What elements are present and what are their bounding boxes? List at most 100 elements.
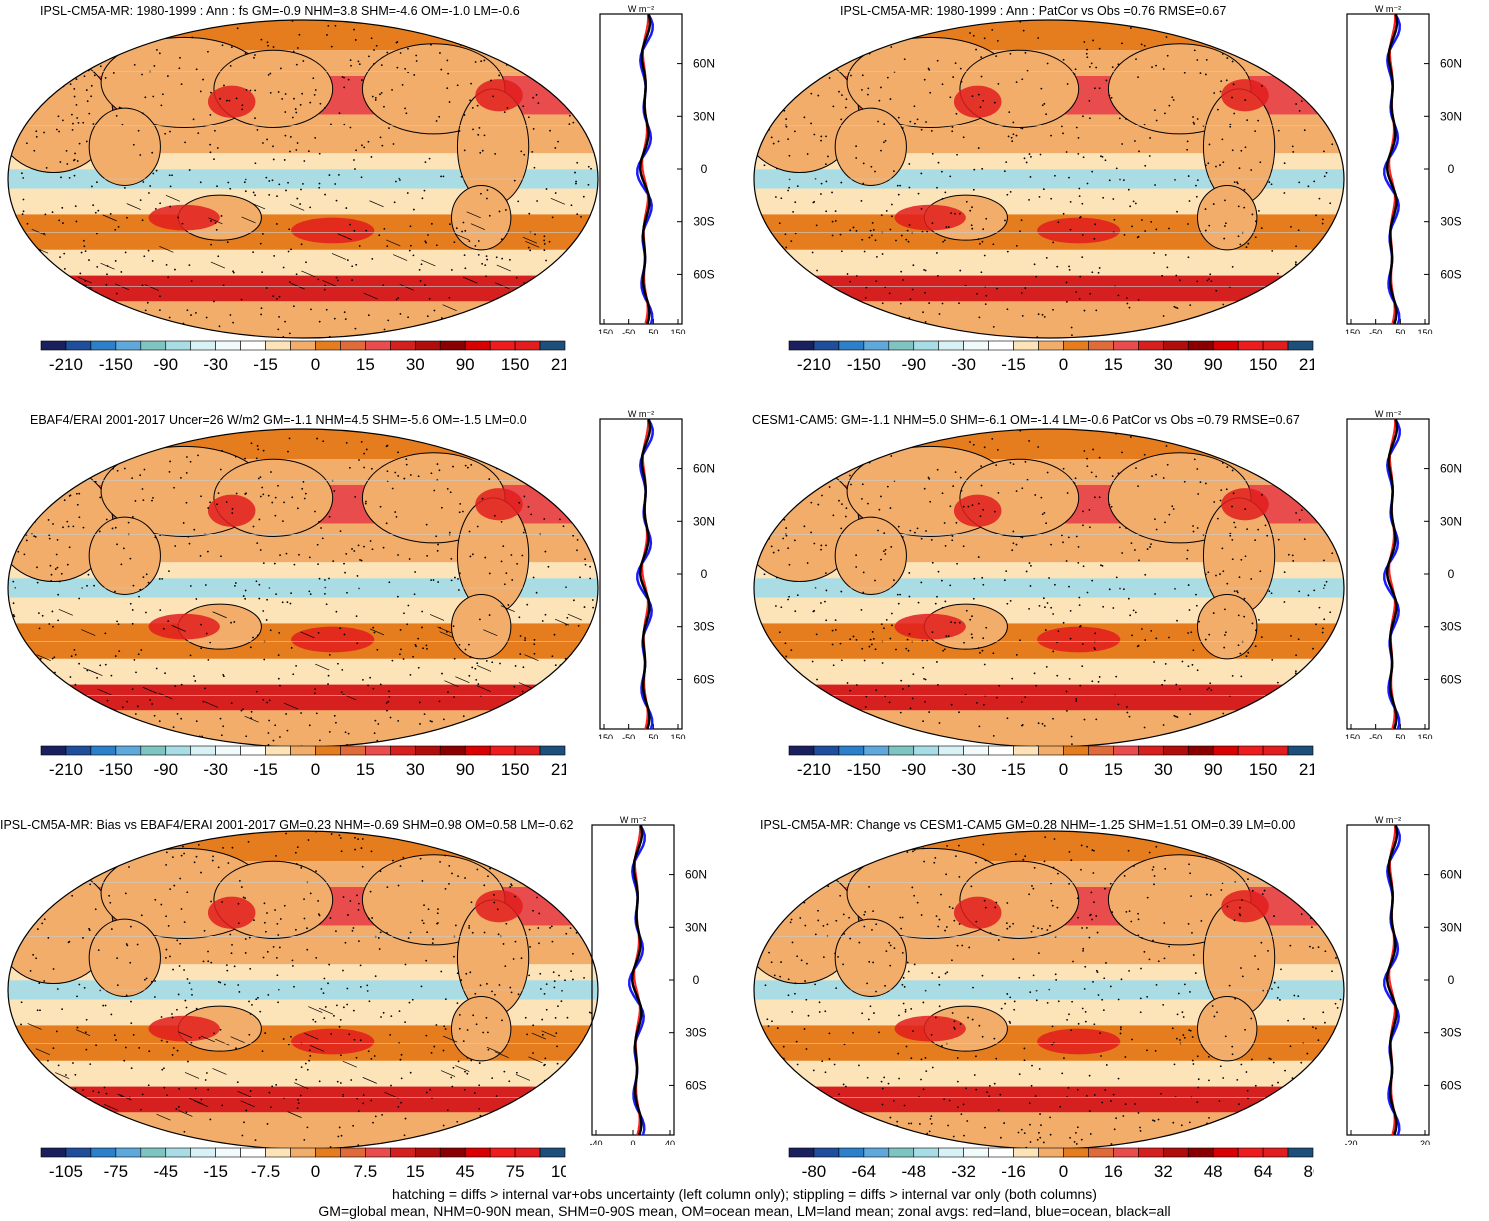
colorbar-label: -15 xyxy=(1001,760,1026,779)
colorbar-label: 30 xyxy=(406,760,425,779)
panel-title: IPSL-CM5A-MR: 1980-1999 : Ann : PatCor v… xyxy=(840,4,1227,18)
lat-label: 60N xyxy=(1440,57,1462,71)
colorbar-label: 0 xyxy=(311,355,320,374)
lat-label: 60S xyxy=(693,267,714,281)
colorbar-label: 0 xyxy=(311,760,320,779)
colorbar-label: 80 xyxy=(1304,1162,1314,1181)
lat-label: 30S xyxy=(693,620,714,634)
colorbar-label: 150 xyxy=(501,355,529,374)
zonal-tick-label: 150 xyxy=(670,328,685,334)
footer-line-1: hatching = diffs > internal var+obs unce… xyxy=(392,1186,1097,1202)
colorbar: -210-150-90-30-150153090150210 xyxy=(40,340,566,374)
colorbar-label: 30 xyxy=(1154,760,1173,779)
world-map xyxy=(753,428,1345,748)
colorbar-label: 32 xyxy=(1154,1162,1173,1181)
lat-label: 30N xyxy=(1440,109,1462,123)
colorbar-label: -32 xyxy=(951,1162,976,1181)
colorbar-label: 105 xyxy=(551,1162,566,1181)
footer-line-2: GM=global mean, NHM=0-90N mean, SHM=0-90… xyxy=(318,1203,1171,1219)
zonal-tick-label: 50 xyxy=(1395,328,1405,334)
colorbar-label: 15 xyxy=(356,355,375,374)
zonal-unit-label: W m⁻² xyxy=(1375,4,1401,14)
colorbar-label: 30 xyxy=(406,355,425,374)
zonal-tick-label: -150 xyxy=(598,733,613,739)
lat-label: 30S xyxy=(1440,215,1461,229)
zonal-tick-label: 50 xyxy=(1395,733,1405,739)
zonal-average-plot: W m⁻² 60N 30N 0 30S 60S -150 -50 50 150 xyxy=(598,409,715,739)
colorbar-label: -150 xyxy=(99,355,133,374)
lat-label: 60N xyxy=(685,868,707,882)
colorbar-label: -210 xyxy=(797,760,831,779)
zonal-unit-label: W m⁻² xyxy=(628,4,654,14)
colorbar-label: 75 xyxy=(506,1162,525,1181)
zonal-average-plot: W m⁻² 60N 30N 0 30S 60S -150 -50 50 150 xyxy=(1345,4,1462,334)
lat-label: 0 xyxy=(1448,162,1455,176)
colorbar-label: 210 xyxy=(551,355,566,374)
colorbar: -210-150-90-30-150153090150210 xyxy=(788,340,1314,374)
colorbar-label: 90 xyxy=(456,760,475,779)
zonal-tick-label: 150 xyxy=(1417,733,1432,739)
colorbar-label: 210 xyxy=(1299,760,1314,779)
zonal-tick-label: 20 xyxy=(1420,1139,1430,1145)
zonal-tick-label: -150 xyxy=(598,328,613,334)
world-map xyxy=(7,19,599,339)
colorbar-label: 90 xyxy=(1204,355,1223,374)
zonal-average-plot: W m⁻² 60N 30N 0 30S 60S -150 -50 50 150 xyxy=(1345,409,1462,739)
colorbar-label: -150 xyxy=(99,760,133,779)
colorbar-label: 150 xyxy=(1249,760,1277,779)
zonal-tick-label: 150 xyxy=(670,733,685,739)
zonal-unit-label: W m⁻² xyxy=(628,409,654,419)
colorbar-label: 7.5 xyxy=(354,1162,378,1181)
colorbar-label: 16 xyxy=(1104,1162,1123,1181)
zonal-unit-label: W m⁻² xyxy=(1375,409,1401,419)
colorbar-label: -15 xyxy=(1001,355,1026,374)
lat-label: 60N xyxy=(693,462,715,476)
colorbar: -210-150-90-30-150153090150210 xyxy=(788,745,1314,779)
zonal-average-plot: W m⁻² 60N 30N 0 30S 60S -20 20 xyxy=(1345,815,1462,1145)
zonal-tick-label: 50 xyxy=(648,328,658,334)
colorbar-label: -30 xyxy=(203,355,228,374)
colorbar-label: 48 xyxy=(1204,1162,1223,1181)
lat-label: 30S xyxy=(685,1026,706,1040)
panel-title: IPSL-CM5A-MR: Change vs CESM1-CAM5 GM=0.… xyxy=(760,818,1296,832)
world-map xyxy=(753,830,1345,1150)
colorbar-label: -90 xyxy=(901,760,926,779)
zonal-tick-label: 40 xyxy=(665,1139,675,1145)
zonal-tick-label: 150 xyxy=(1417,328,1432,334)
panel-title: EBAF4/ERAI 2001-2017 Uncer=26 W/m2 GM=-1… xyxy=(30,413,527,427)
colorbar-label: -150 xyxy=(847,760,881,779)
colorbar-label: 150 xyxy=(1249,355,1277,374)
colorbar-label: -30 xyxy=(951,355,976,374)
colorbar: -210-150-90-30-150153090150210 xyxy=(40,745,566,779)
colorbar-label: 15 xyxy=(1104,355,1123,374)
colorbar-label: -16 xyxy=(1001,1162,1026,1181)
colorbar-label: 0 xyxy=(1059,355,1068,374)
colorbar-label: 210 xyxy=(551,760,566,779)
world-map xyxy=(7,830,599,1150)
zonal-tick-label: -50 xyxy=(622,328,635,334)
zonal-tick-label: -40 xyxy=(590,1139,603,1145)
lat-label: 30S xyxy=(1440,1026,1461,1040)
zonal-tick-label: 50 xyxy=(648,733,658,739)
lat-label: 60N xyxy=(1440,462,1462,476)
lat-label: 60S xyxy=(685,1078,706,1092)
colorbar-label: -210 xyxy=(49,355,83,374)
colorbar-label: -75 xyxy=(104,1162,129,1181)
world-map xyxy=(753,19,1345,339)
lat-label: 0 xyxy=(701,162,708,176)
colorbar-label: -30 xyxy=(951,760,976,779)
zonal-unit-label: W m⁻² xyxy=(620,815,646,825)
colorbar: -105 -75 -45 -15 -7.5 0 7.5 15 45 75 105 xyxy=(40,1147,566,1181)
colorbar-label: -45 xyxy=(153,1162,178,1181)
colorbar-label: -210 xyxy=(49,760,83,779)
lat-label: 30N xyxy=(693,109,715,123)
colorbar-label: 150 xyxy=(501,760,529,779)
lat-label: 60N xyxy=(1440,868,1462,882)
colorbar-label: -105 xyxy=(49,1162,83,1181)
lat-label: 30N xyxy=(685,920,707,934)
colorbar-label: -150 xyxy=(847,355,881,374)
panel-title: IPSL-CM5A-MR: 1980-1999 : Ann : fs GM=-0… xyxy=(40,4,520,18)
zonal-tick-label: -150 xyxy=(1345,733,1360,739)
lat-label: 30S xyxy=(693,215,714,229)
lat-label: 60S xyxy=(693,672,714,686)
